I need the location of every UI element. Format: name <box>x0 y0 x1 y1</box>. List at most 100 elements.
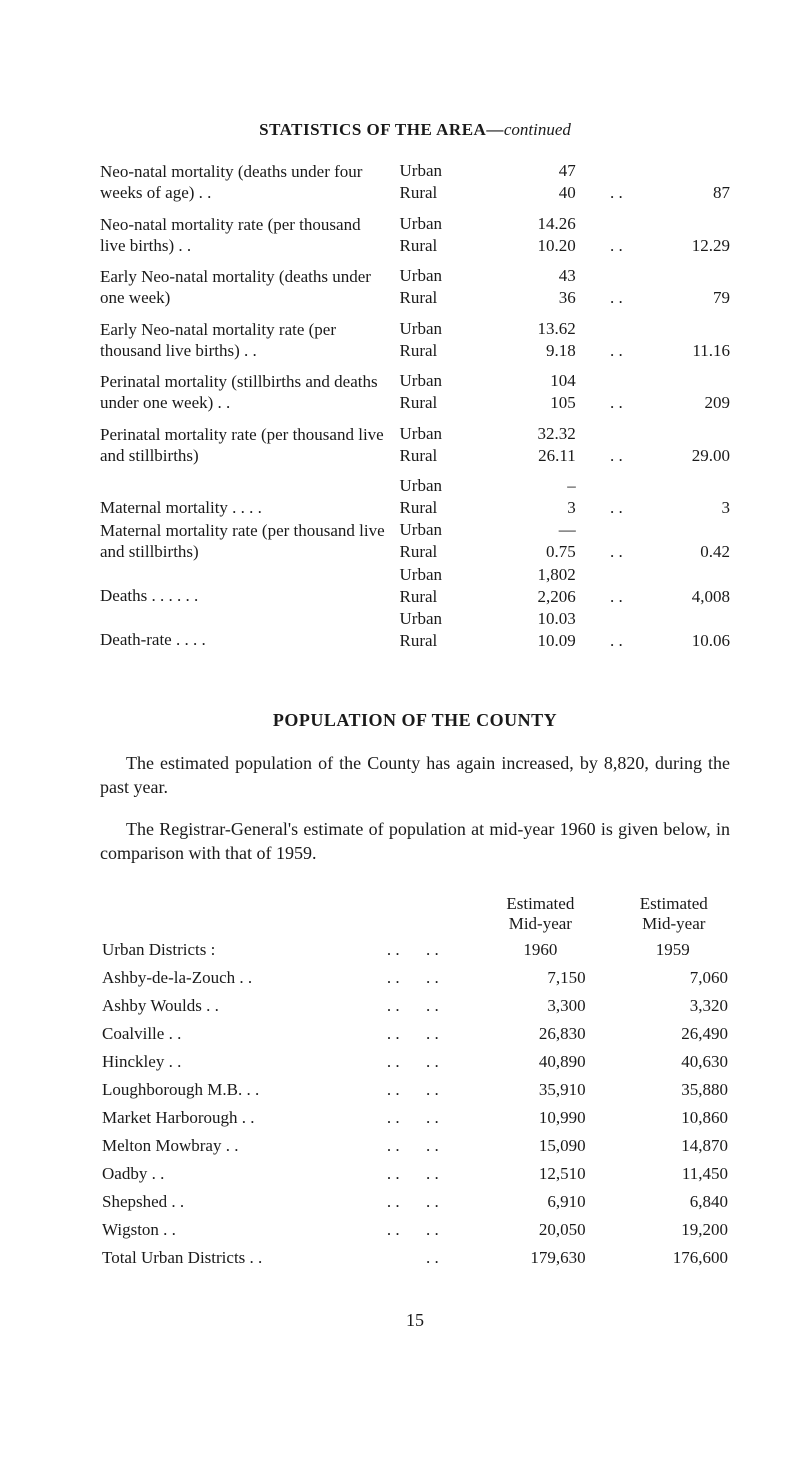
stat-urban-label: Urban <box>400 608 483 630</box>
stat-urban-value: 13.62 <box>482 318 596 340</box>
stat-label: Death-rate . . . . <box>100 608 400 652</box>
pop-row: Coalville . .. .. .26,83026,490 <box>100 1020 730 1048</box>
leader-dots: . . <box>385 1020 424 1048</box>
total-v2: 176,600 <box>616 1244 730 1272</box>
district-v1: 26,830 <box>463 1020 615 1048</box>
stat-label: Deaths . . . . . . <box>100 564 400 608</box>
population-table: Estimated Mid-year Estimated Mid-year Ur… <box>100 890 730 1273</box>
stat-row: Perinatal mortality (stillbirths and dea… <box>100 370 730 392</box>
dots: . . <box>596 182 637 204</box>
district-name: Ashby-de-la-Zouch . . <box>100 964 385 992</box>
pop-row: Ashby Woulds . .. .. .3,3003,320 <box>100 992 730 1020</box>
pop-row: Shepshed . .. .. .6,9106,840 <box>100 1188 730 1216</box>
leader-dots: . . <box>424 1048 463 1076</box>
stat-total-blank <box>637 370 730 392</box>
dots <box>596 160 637 182</box>
leader-dots: . . <box>424 1244 463 1272</box>
paragraph-2: The Registrar-General's estimate of popu… <box>100 817 730 866</box>
stat-rural-value: 9.18 <box>482 340 596 362</box>
population-title: POPULATION OF THE COUNTY <box>100 710 730 731</box>
stat-total-value: 4,008 <box>637 586 730 608</box>
leader-dots: . . <box>424 1188 463 1216</box>
stat-urban-label: Urban <box>400 564 483 586</box>
stat-urban-label: Urban <box>400 423 483 445</box>
dots <box>596 318 637 340</box>
stat-label: Maternal mortality . . . . <box>100 475 400 519</box>
district-v2: 10,860 <box>616 1104 730 1132</box>
district-v1: 40,890 <box>463 1048 615 1076</box>
stat-rural-value: 3 <box>482 497 596 519</box>
stat-total-value: 11.16 <box>637 340 730 362</box>
stat-label: Perinatal mortality rate (per thousand l… <box>100 423 400 468</box>
district-v2: 7,060 <box>616 964 730 992</box>
stat-label: Early Neo-natal mortality rate (per thou… <box>100 318 400 363</box>
stat-rural-value: 36 <box>482 287 596 309</box>
stat-rural-label: Rural <box>400 235 483 257</box>
pop-row: Wigston . .. .. .20,05019,200 <box>100 1216 730 1244</box>
leader-dots: . . <box>385 936 424 964</box>
leader-dots: . . <box>424 1160 463 1188</box>
stat-rural-label: Rural <box>400 497 483 519</box>
district-v2: 3,320 <box>616 992 730 1020</box>
dots: . . <box>596 287 637 309</box>
stat-total-blank <box>637 475 730 497</box>
stat-urban-value: – <box>482 475 596 497</box>
dots: . . <box>596 235 637 257</box>
district-v1: 6,910 <box>463 1188 615 1216</box>
district-v1: 15,090 <box>463 1132 615 1160</box>
stat-row: Maternal mortality . . . .Urban– <box>100 475 730 497</box>
district-name: Coalville . . <box>100 1020 385 1048</box>
stat-row: Early Neo-natal mortality (deaths under … <box>100 265 730 287</box>
leader-dots: . . <box>424 1104 463 1132</box>
dots <box>596 519 637 541</box>
stat-total-value: 87 <box>637 182 730 204</box>
stat-total-value: 3 <box>637 497 730 519</box>
urban-districts-label: Urban Districts : <box>100 936 385 964</box>
year-1960: 1960 <box>463 936 615 964</box>
section-header: STATISTICS OF THE AREA—continued <box>100 120 730 140</box>
statistics-table: Neo-natal mortality (deaths under four w… <box>100 160 730 652</box>
leader-dots: . . <box>385 992 424 1020</box>
dots <box>596 608 637 630</box>
pop-header-col2-line1: Estimated <box>640 894 708 913</box>
stat-total-blank <box>637 265 730 287</box>
stat-urban-label: Urban <box>400 265 483 287</box>
pop-header-col1: Estimated Mid-year <box>463 890 615 937</box>
stat-row: Perinatal mortality rate (per thousand l… <box>100 423 730 445</box>
total-label: Total Urban Districts . . <box>100 1244 385 1272</box>
district-v1: 35,910 <box>463 1076 615 1104</box>
leader-dots: . . <box>424 1216 463 1244</box>
leader-dots: . . <box>385 964 424 992</box>
stat-total-blank <box>637 519 730 541</box>
spacer <box>100 362 730 370</box>
district-name: Shepshed . . <box>100 1188 385 1216</box>
district-name: Melton Mowbray . . <box>100 1132 385 1160</box>
leader-dots: . . <box>424 936 463 964</box>
dots <box>596 370 637 392</box>
dots: . . <box>596 340 637 362</box>
district-v1: 20,050 <box>463 1216 615 1244</box>
stat-label: Perinatal mortality (stillbirths and dea… <box>100 370 400 415</box>
stat-rural-value: 26.11 <box>482 445 596 467</box>
stat-total-value: 79 <box>637 287 730 309</box>
stat-rural-label: Rural <box>400 182 483 204</box>
document-page: STATISTICS OF THE AREA—continued Neo-nat… <box>0 0 800 1371</box>
leader-dots: . . <box>385 1048 424 1076</box>
stat-rural-label: Rural <box>400 586 483 608</box>
stat-urban-value: 14.26 <box>482 213 596 235</box>
leader-dots: . . <box>424 1076 463 1104</box>
stat-rural-label: Rural <box>400 541 483 563</box>
stat-urban-label: Urban <box>400 370 483 392</box>
dots <box>596 423 637 445</box>
leader-dots: . . <box>385 1160 424 1188</box>
dots <box>596 475 637 497</box>
stat-urban-label: Urban <box>400 318 483 340</box>
total-v1: 179,630 <box>463 1244 615 1272</box>
paragraph-1: The estimated population of the County h… <box>100 751 730 800</box>
district-v1: 10,990 <box>463 1104 615 1132</box>
dots <box>596 213 637 235</box>
dots: . . <box>596 445 637 467</box>
stat-rural-value: 10.09 <box>482 630 596 652</box>
leader-dots: . . <box>424 992 463 1020</box>
pop-row: Melton Mowbray . .. .. .15,09014,870 <box>100 1132 730 1160</box>
